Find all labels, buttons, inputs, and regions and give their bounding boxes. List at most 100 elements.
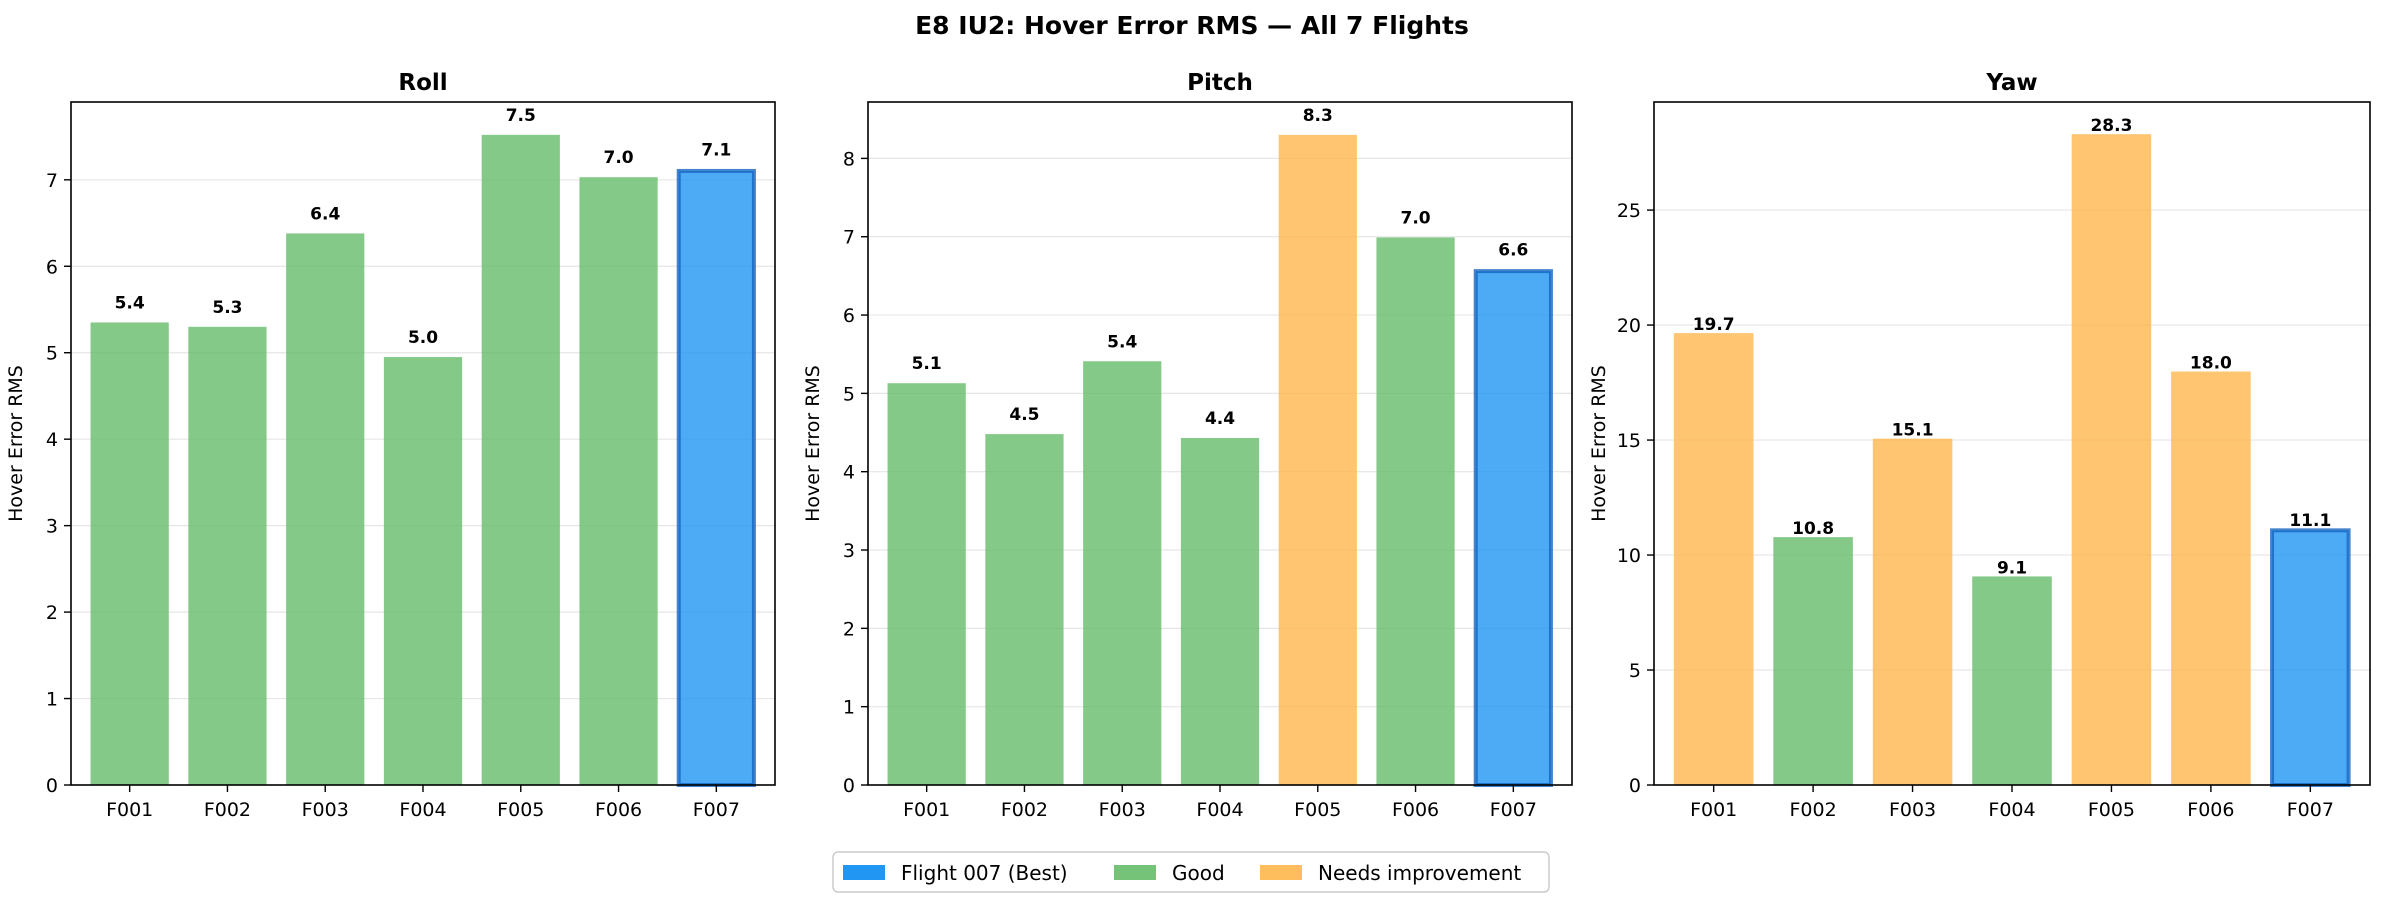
panel-title: Pitch — [1187, 70, 1253, 96]
chart-yaw: 19.7 10.8 15.1 9.1 28.3 18.0 11.1 0 5 10 15 20 25 F00… — [1588, 70, 2371, 821]
bar-f006 — [2171, 371, 2251, 785]
panel-title: Yaw — [1985, 70, 2037, 96]
y-tick-label: 3 — [46, 516, 58, 538]
y-tick-label: 5 — [1629, 660, 1641, 682]
bar-f007 — [2270, 528, 2351, 787]
bar-f004 — [1180, 438, 1260, 785]
y-tick-label: 2 — [46, 602, 58, 624]
x-tick-label: F001 — [903, 799, 950, 821]
x-tick-label: F002 — [204, 799, 251, 821]
figure-title: E8 IU2: Hover Error RMS — All 7 Flights — [915, 11, 1469, 40]
y-tick-label: 5 — [843, 383, 855, 405]
legend-swatch-best — [843, 865, 885, 880]
value-label: 7.0 — [1400, 209, 1430, 229]
legend-label: Good — [1172, 861, 1225, 885]
chart-panels: 5.4 5.3 6.4 5.0 7.5 7.0 7.1 0 1 2 3 4 5 6 7 F001 F002 F00… — [5, 70, 2371, 821]
x-tick-label: F005 — [1294, 799, 1341, 821]
bar-f004 — [383, 357, 463, 785]
value-label: 7.0 — [603, 148, 633, 168]
legend-label: Needs improvement — [1318, 861, 1521, 885]
value-label: 10.8 — [1792, 519, 1834, 539]
bar-f002 — [1773, 537, 1853, 785]
value-label: 4.4 — [1205, 409, 1235, 429]
value-label: 5.0 — [408, 328, 438, 348]
y-tick-label: 7 — [46, 170, 58, 192]
bar-f001 — [1673, 333, 1754, 785]
x-tick-label: F006 — [1392, 799, 1439, 821]
panel-title: Roll — [398, 70, 447, 96]
y-tick-label: 20 — [1617, 315, 1641, 337]
y-tick-label: 1 — [843, 697, 855, 719]
x-tick-label: F003 — [1099, 799, 1146, 821]
value-label: 8.3 — [1303, 106, 1333, 126]
y-tick-label: 0 — [46, 775, 58, 797]
legend-swatch-good — [1114, 865, 1156, 880]
value-label: 11.1 — [2289, 511, 2331, 531]
bar-f005 — [2071, 134, 2152, 785]
bar-f001 — [90, 322, 169, 785]
x-tick-label: F006 — [2187, 799, 2234, 821]
bar-f003 — [1083, 361, 1162, 785]
x-tick-label: F006 — [595, 799, 642, 821]
x-tick-label: F003 — [302, 799, 349, 821]
y-tick-label: 8 — [843, 148, 855, 170]
x-tick-label: F007 — [693, 799, 740, 821]
bar-f003 — [286, 233, 365, 785]
legend-label: Flight 007 (Best) — [901, 861, 1068, 885]
y-tick-label: 6 — [46, 256, 58, 278]
y-tick-label: 1 — [46, 689, 58, 711]
value-label: 18.0 — [2190, 354, 2232, 374]
y-tick-label: 0 — [1629, 775, 1641, 797]
y-tick-label: 4 — [843, 462, 855, 484]
y-tick-label: 25 — [1617, 200, 1641, 222]
bar-f004 — [1972, 576, 2052, 785]
bar-f007 — [1473, 269, 1553, 788]
x-tick-label: F002 — [1790, 799, 1837, 821]
y-axis-label: Hover Error RMS — [1588, 365, 1610, 522]
value-label: 5.3 — [212, 298, 242, 318]
x-tick-label: F005 — [2088, 799, 2135, 821]
y-tick-label: 0 — [843, 775, 855, 797]
x-tick-label: F004 — [399, 799, 446, 821]
x-tick-label: F004 — [1196, 799, 1243, 821]
value-label: 4.5 — [1009, 405, 1039, 425]
value-label: 7.5 — [506, 106, 536, 126]
bar-f002 — [985, 434, 1064, 785]
chart-roll: 5.4 5.3 6.4 5.0 7.5 7.0 7.1 0 1 2 3 4 5 6 7 F001 F002 F00… — [5, 70, 776, 821]
chart-pitch: 5.1 4.5 5.4 4.4 8.3 7.0 6.6 0 1 2 3 4 5 6 7 8 F001 F002 F0… — [802, 70, 1573, 821]
bar-f001 — [887, 383, 966, 785]
y-tick-label: 3 — [843, 540, 855, 562]
x-tick-label: F001 — [106, 799, 153, 821]
y-axis-label: Hover Error RMS — [5, 365, 27, 522]
value-label: 7.1 — [701, 140, 731, 160]
x-tick-label: F005 — [497, 799, 544, 821]
value-label: 5.1 — [912, 354, 942, 374]
value-label: 9.1 — [1997, 558, 2027, 578]
x-tick-label: F003 — [1889, 799, 1936, 821]
value-label: 6.6 — [1498, 241, 1528, 261]
bar-f005 — [481, 134, 560, 786]
y-tick-label: 15 — [1617, 430, 1641, 452]
value-label: 6.4 — [310, 204, 340, 224]
y-axis-label: Hover Error RMS — [802, 365, 824, 522]
legend-box — [832, 851, 1550, 893]
x-tick-label: F002 — [1001, 799, 1048, 821]
x-tick-label: F004 — [1988, 799, 2035, 821]
value-label: 5.4 — [1107, 332, 1137, 352]
y-tick-label: 7 — [843, 227, 855, 249]
value-label: 15.1 — [1892, 421, 1934, 441]
y-tick-label: 4 — [46, 429, 58, 451]
legend-swatch-needs — [1260, 865, 1302, 880]
bar-f003 — [1872, 438, 1953, 785]
legend: Flight 007 (Best) Good Needs improvement — [832, 851, 1550, 893]
value-label: 5.4 — [115, 293, 145, 313]
value-label: 19.7 — [1693, 315, 1735, 335]
bar-f007 — [676, 168, 756, 788]
y-tick-label: 2 — [843, 618, 855, 640]
y-tick-label: 10 — [1617, 545, 1641, 567]
bar-f005 — [1278, 134, 1357, 785]
y-tick-label: 6 — [843, 305, 855, 327]
x-tick-label: F007 — [2287, 799, 2334, 821]
bar-f002 — [188, 326, 267, 785]
